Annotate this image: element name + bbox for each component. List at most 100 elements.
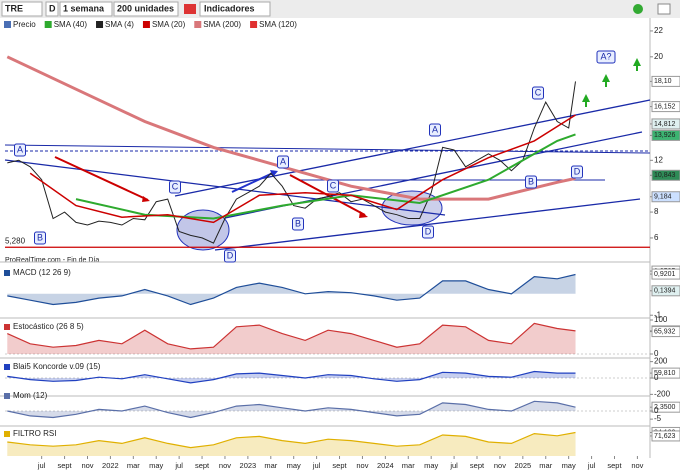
annotation-box bbox=[224, 249, 236, 263]
menu-icon[interactable] bbox=[657, 3, 671, 15]
y-tick-label: 8 bbox=[654, 207, 659, 216]
mode-box[interactable] bbox=[45, 1, 59, 17]
x-tick-label: sept bbox=[332, 461, 347, 470]
indicator-icon[interactable] bbox=[184, 4, 196, 14]
footer-label: ProRealTime.com - Fin de Día bbox=[5, 257, 99, 264]
units[interactable]: 200 unidades bbox=[117, 3, 174, 13]
annotation: A? bbox=[600, 51, 611, 61]
x-tick-label: jul bbox=[312, 461, 321, 470]
legend-label: SMA (4) bbox=[105, 20, 134, 29]
annotation: B bbox=[37, 232, 43, 242]
legend-label: SMA (200) bbox=[203, 20, 241, 29]
x-tick-label: jul bbox=[449, 461, 458, 470]
period[interactable]: 1 semana bbox=[63, 3, 105, 13]
indicator-area bbox=[7, 432, 576, 456]
annotation-box bbox=[571, 165, 583, 179]
trendline bbox=[4, 159, 446, 216]
x-tick-label: may bbox=[562, 461, 576, 470]
y-tick-label: 16,152 bbox=[654, 103, 676, 110]
annotation-box bbox=[422, 225, 434, 239]
units-box[interactable] bbox=[113, 1, 179, 17]
annotation-box bbox=[429, 123, 441, 137]
annotation: A bbox=[280, 156, 286, 166]
panel-icon bbox=[4, 393, 10, 399]
annotation: C bbox=[330, 180, 337, 190]
y-tick-label: 6 bbox=[654, 233, 659, 242]
series-line bbox=[7, 273, 576, 306]
panel-title: FILTRO RSI bbox=[13, 429, 56, 438]
period-box[interactable] bbox=[59, 1, 113, 17]
y-tick-label: -1 bbox=[654, 310, 662, 319]
arrowhead bbox=[270, 170, 278, 177]
toolbar: TRE D 1 semana 200 unidades Indicadores bbox=[0, 0, 680, 18]
y-tick-label: 100 bbox=[654, 315, 668, 324]
annotation: C bbox=[535, 87, 542, 97]
price-box bbox=[651, 367, 680, 379]
legend-label: SMA (40) bbox=[54, 20, 88, 29]
x-tick-label: may bbox=[424, 461, 438, 470]
x-tick-label: nov bbox=[219, 461, 231, 470]
ellipse bbox=[176, 209, 230, 251]
price-box bbox=[651, 118, 680, 130]
panel-title: Blai5 Koncorde v.09 (15) bbox=[13, 362, 101, 371]
y-tick-label: 0 bbox=[654, 406, 659, 415]
arrowhead bbox=[359, 211, 368, 218]
indicators[interactable]: Indicadores bbox=[204, 3, 255, 13]
symbol-box[interactable] bbox=[1, 1, 43, 17]
annotation: A bbox=[17, 144, 23, 154]
up-arrow bbox=[633, 58, 641, 71]
y-tick-label: 0,9201 bbox=[654, 271, 676, 278]
annotation-box bbox=[292, 217, 304, 231]
panel-title: Mom (12) bbox=[13, 391, 48, 400]
annotation-box bbox=[169, 180, 181, 194]
support-label: 5,280 bbox=[5, 236, 26, 245]
x-tick-label: 2025 bbox=[514, 461, 531, 470]
legend-swatch bbox=[250, 21, 258, 28]
y-tick-label: 12 bbox=[654, 155, 663, 164]
panel-icon bbox=[4, 324, 10, 330]
y-tick-label: 20 bbox=[654, 52, 663, 61]
price-box bbox=[651, 101, 680, 113]
y-tick-label: 200 bbox=[654, 357, 668, 366]
y-tick-label: 0,1394 bbox=[654, 288, 676, 295]
refresh-icon[interactable] bbox=[633, 4, 643, 14]
y-tick-label: -5 bbox=[654, 414, 662, 423]
y-tick-label: 59,810 bbox=[654, 370, 676, 377]
price-box bbox=[651, 430, 680, 442]
price-box bbox=[651, 326, 680, 338]
legend-swatch bbox=[142, 21, 150, 28]
trendline bbox=[214, 198, 641, 251]
annotation: D bbox=[227, 250, 234, 260]
y-tick-label: 14,812 bbox=[654, 121, 676, 128]
x-tick-label: 2022 bbox=[102, 461, 119, 470]
annotation-box bbox=[34, 231, 46, 245]
annotation: D bbox=[574, 166, 581, 176]
x-tick-label: jul bbox=[174, 461, 183, 470]
annotation: A bbox=[432, 124, 438, 134]
series-line bbox=[6, 55, 576, 201]
indicator-area bbox=[7, 371, 576, 383]
annotation: B bbox=[295, 218, 301, 228]
mode[interactable]: D bbox=[49, 3, 56, 13]
x-tick-label: 2023 bbox=[240, 461, 257, 470]
y-tick-label: -200 bbox=[654, 389, 671, 398]
series-line bbox=[7, 370, 576, 384]
legend-label: Precio bbox=[13, 20, 36, 29]
annotation-box bbox=[327, 179, 339, 193]
x-tick-label: jul bbox=[37, 461, 46, 470]
legend-swatch bbox=[194, 21, 202, 28]
x-tick-label: may bbox=[149, 461, 163, 470]
price-box bbox=[651, 401, 680, 413]
x-tick-label: mar bbox=[127, 461, 140, 470]
up-arrow bbox=[582, 94, 590, 107]
panel-icon bbox=[4, 364, 10, 370]
trendline bbox=[4, 144, 651, 154]
annotation-box bbox=[532, 86, 544, 100]
legend-swatch bbox=[4, 21, 11, 28]
annotation: B bbox=[528, 176, 534, 186]
indicators-box[interactable] bbox=[199, 1, 271, 17]
x-tick-label: nov bbox=[81, 461, 93, 470]
symbol[interactable]: TRE bbox=[5, 3, 23, 13]
y-tick-label: 13,926 bbox=[654, 132, 676, 139]
